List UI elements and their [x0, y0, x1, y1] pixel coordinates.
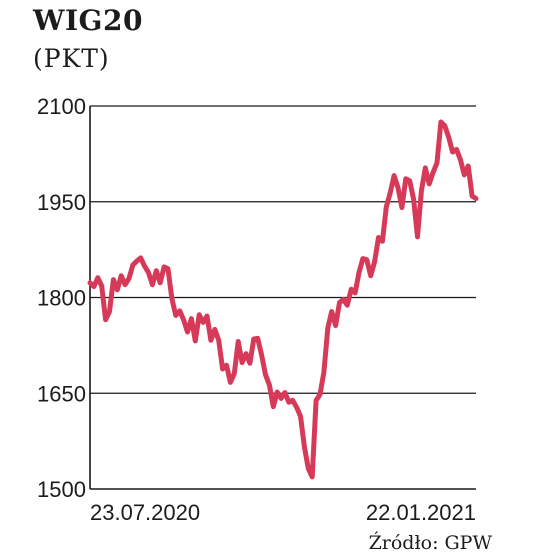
y-tick-label: 1950 — [37, 190, 86, 215]
unit-label: (PKT) — [33, 44, 110, 73]
y-tick-label: 2100 — [37, 94, 86, 119]
y-tick-label: 1500 — [37, 477, 86, 502]
y-tick-label: 1650 — [37, 381, 86, 406]
series-layer — [87, 119, 479, 480]
gridlines — [90, 105, 476, 394]
chart-title: WIG20 — [33, 4, 143, 37]
x-tick-label: 23.07.2020 — [90, 500, 200, 525]
source-note: Źródło: GPW — [368, 532, 492, 554]
series-line — [87, 119, 479, 480]
y-tick-label: 1800 — [37, 286, 86, 311]
x-tick-labels: 23.07.2020 22.01.2021 — [90, 500, 476, 525]
x-tick-label: 22.01.2021 — [366, 500, 476, 525]
y-tick-labels: 1500 1650 1800 1950 2100 — [37, 94, 86, 502]
axes — [89, 106, 476, 490]
